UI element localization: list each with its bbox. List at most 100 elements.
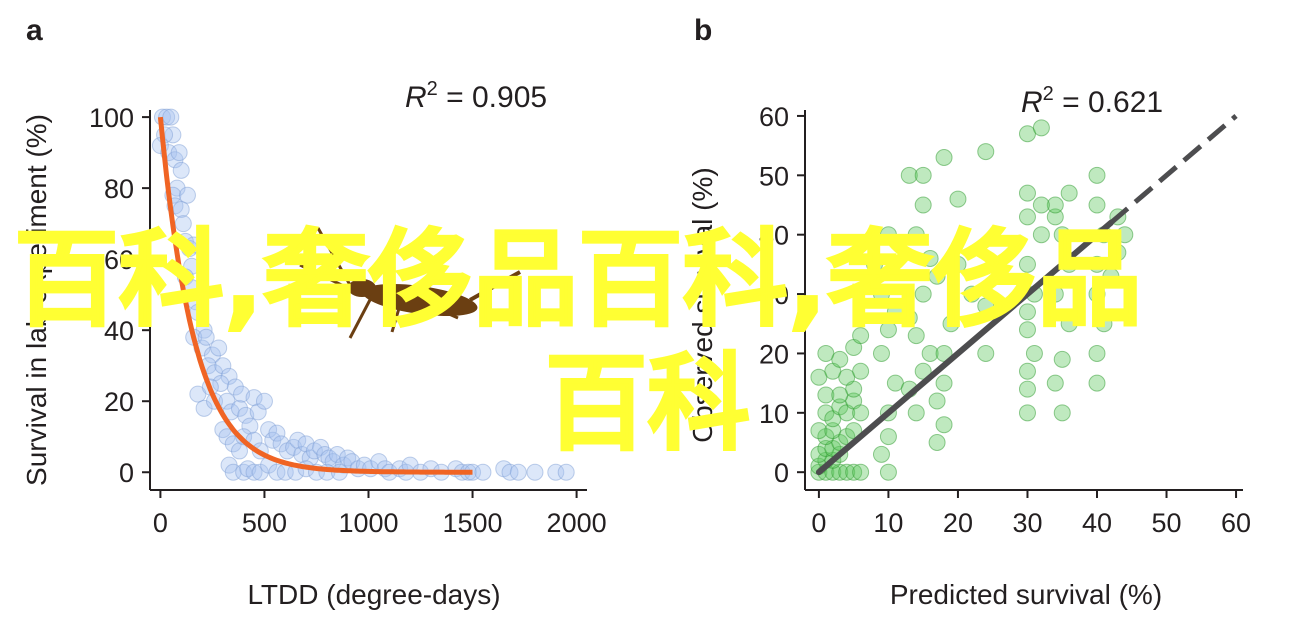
- panel-b-axes: 0 10 20 30 40 50 60 0 10 20 30 40 50 60: [759, 102, 1251, 538]
- panel-b-data-point: [852, 404, 870, 422]
- panel-b-r2-symbol: R: [1021, 86, 1043, 119]
- panel-a-data-point: [224, 435, 242, 453]
- panel-a-x-tick-label: 500: [242, 508, 287, 538]
- panel-a-data-point: [195, 399, 213, 417]
- panel-b-data-point: [1046, 285, 1064, 303]
- panel-b-data-point: [921, 344, 939, 362]
- panel-b-data-point: [907, 404, 925, 422]
- panel-b-data-point: [838, 463, 856, 481]
- panel-b-letter: b: [694, 14, 712, 47]
- panel-b-data-point: [879, 226, 897, 244]
- panel-b-data-point: [1046, 208, 1064, 226]
- panel-b-data-point: [1032, 226, 1050, 244]
- panel-a-data-point: [526, 463, 544, 481]
- panel-b-x-axis-title: Predicted survival (%): [890, 579, 1162, 610]
- panel-b-data-point: [900, 166, 918, 184]
- panel-a-letter: a: [26, 14, 43, 47]
- panel-a-y-tick-label: 80: [104, 174, 134, 204]
- panel-a-r2-superscript: 2: [427, 78, 438, 100]
- panel-b-y-tick-label: 10: [759, 399, 789, 429]
- panel-b-x-tick-label: 50: [1152, 508, 1182, 538]
- panel-b-data-point: [879, 321, 897, 339]
- panel-b-x-tick-label: 30: [1012, 508, 1042, 538]
- panel-b-data-point: [872, 344, 890, 362]
- panel-b-data-point: [852, 463, 870, 481]
- panel-a-data-point: [210, 339, 228, 357]
- panel-a-data-point: [226, 378, 244, 396]
- panel-b-x-tick-label: 0: [811, 508, 826, 538]
- panel-a-y-tick-label: 0: [119, 458, 134, 488]
- panel-a-data-point: [195, 321, 213, 339]
- panel-b-data-point: [810, 422, 828, 440]
- panel-a-data-point: [172, 200, 190, 218]
- panel-a-data-point: [178, 186, 196, 204]
- panel-b-data-point: [1102, 267, 1120, 285]
- panel-b-data-point: [872, 445, 890, 463]
- panel-b-data-point: [907, 327, 925, 345]
- panel-a-data-point: [245, 389, 263, 407]
- watermark-line-2: 百科: [545, 343, 750, 465]
- panel-a-data-point: [474, 463, 492, 481]
- panel-a-data-point: [268, 424, 286, 442]
- panel-a-y-tick-label: 20: [104, 387, 134, 417]
- panel-b-data-point: [817, 386, 835, 404]
- panel-a-y-tick-label: 40: [104, 316, 134, 346]
- panel-a-points: [151, 108, 575, 481]
- panel-b-data-point: [852, 327, 870, 345]
- panel-a-data-point: [162, 108, 180, 126]
- panel-b-x-tick-label: 10: [873, 508, 903, 538]
- panel-b-points: [810, 119, 1134, 481]
- panel-b-data-point: [879, 463, 897, 481]
- panel-b-data-point: [1060, 184, 1078, 202]
- panel-b-data-point: [914, 285, 932, 303]
- panel-b-data-point: [1053, 404, 1071, 422]
- panel-b-data-point: [949, 190, 967, 208]
- panel-b-data-point: [942, 315, 960, 333]
- panel-a-data-point: [218, 428, 236, 446]
- panel-b-data-point: [1025, 344, 1043, 362]
- panel-b-x-tick-label: 20: [943, 508, 973, 538]
- panel-b-x-tick-label: 60: [1221, 508, 1251, 538]
- panel-b-data-point: [907, 226, 925, 244]
- panel-b-y-axis-title: Observed survival (%): [687, 167, 718, 442]
- panel-b-data-point: [1088, 255, 1106, 273]
- panel-a-data-point: [212, 374, 230, 392]
- panel-a-data-point: [230, 399, 248, 417]
- panel-b-data-point: [1088, 374, 1106, 392]
- panel-b-data-point: [872, 285, 890, 303]
- panel-b-data-point: [1018, 404, 1036, 422]
- panel-b-data-point: [1018, 184, 1036, 202]
- panel-a-x-tick-label: 1500: [443, 508, 503, 538]
- panel-b-data-point: [817, 428, 835, 446]
- panel-b-data-point: [914, 166, 932, 184]
- panel-b-data-point: [963, 285, 981, 303]
- panel-b-r2-value: = 0.621: [1054, 86, 1163, 119]
- panel-b-data-point: [1018, 208, 1036, 226]
- panel-b-data-point: [845, 463, 863, 481]
- panel-b-fit-line-dashed: [1109, 114, 1238, 225]
- panel-b-x-tick-label: 40: [1082, 508, 1112, 538]
- panel-b-data-point: [879, 428, 897, 446]
- panel-a-data-point: [255, 392, 273, 410]
- panel-a-r2-value: = 0.905: [438, 81, 547, 114]
- panel-a-data-point: [289, 431, 307, 449]
- panel-b-data-point: [1088, 196, 1106, 214]
- bug-icon: [299, 227, 521, 339]
- panel-b-y-tick-label: 20: [759, 339, 789, 369]
- panel-a: a 0 500 1000 1500 2000 0 20 40 60 80 100 R2 = 0.90…: [21, 14, 607, 610]
- panel-a-data-point: [170, 144, 188, 162]
- panel-a-x-tick-label: 2000: [547, 508, 607, 538]
- panel-b-data-point: [1095, 315, 1113, 333]
- panel-b-data-point: [1032, 196, 1050, 214]
- panel-b-data-point: [935, 416, 953, 434]
- panel-b-data-point: [977, 297, 995, 315]
- panel-a-x-axis-title: LTDD (degree-days): [247, 579, 500, 610]
- panel-a-data-point: [245, 463, 263, 481]
- panel-b-r2-superscript: 2: [1043, 83, 1054, 105]
- panel-a-data-point: [235, 428, 253, 446]
- panel-b-fit-line-solid: [815, 219, 1114, 476]
- panel-b-data-point: [1018, 255, 1036, 273]
- panel-b-data-point: [921, 249, 939, 267]
- panel-b-data-point: [977, 344, 995, 362]
- panel-a-y-axis-title: Survival in lab experiment (%): [21, 114, 52, 486]
